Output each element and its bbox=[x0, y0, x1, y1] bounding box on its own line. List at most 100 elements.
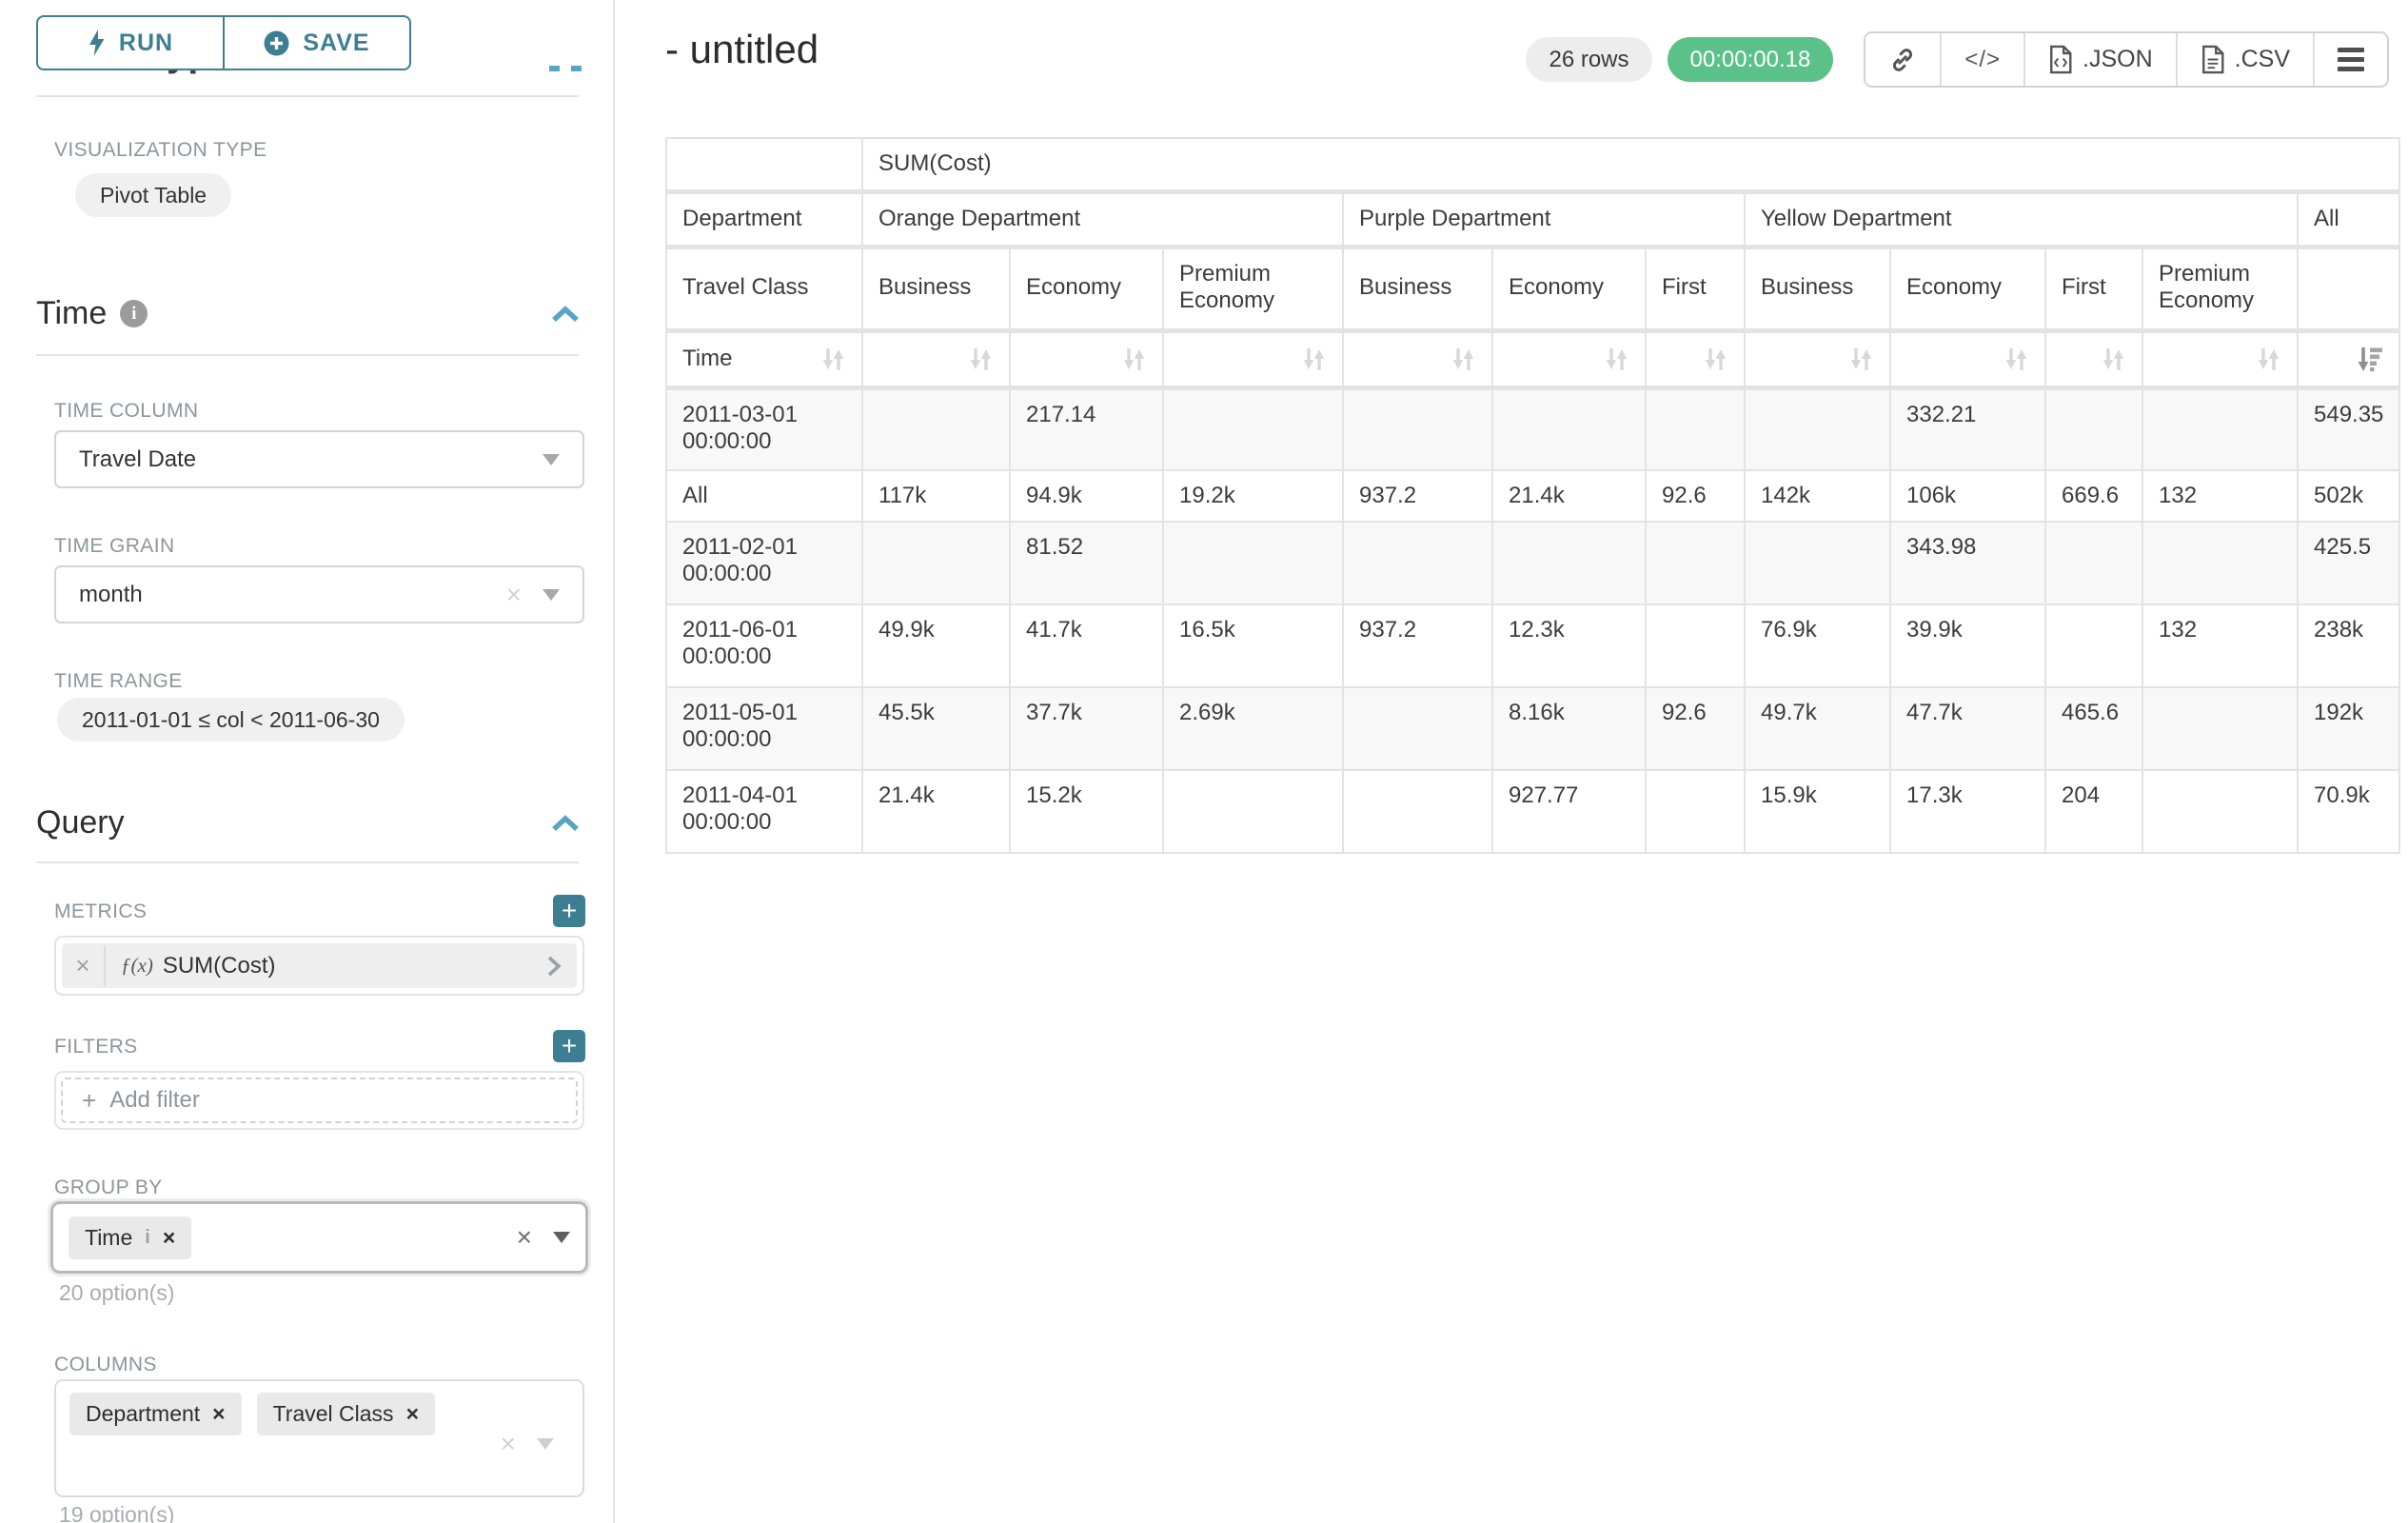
sort-icon[interactable] bbox=[2101, 346, 2126, 373]
filters-container: + Add filter bbox=[54, 1071, 584, 1130]
clipped-chevron-fragment bbox=[549, 66, 560, 71]
clear-icon[interactable]: × bbox=[506, 580, 522, 610]
columns-item-travel-class[interactable]: Travel Class × bbox=[257, 1393, 435, 1435]
info-icon: i bbox=[145, 1227, 150, 1249]
pivot-value-cell: 45.5k bbox=[862, 687, 1010, 770]
pivot-value-cell: 39.9k bbox=[1890, 604, 2045, 687]
pivot-value-cell bbox=[862, 522, 1010, 604]
chart-title[interactable]: - untitled bbox=[665, 27, 819, 72]
pivot-leaf-header: Premium Economy bbox=[1163, 247, 1343, 330]
chevron-down-icon[interactable] bbox=[543, 589, 560, 601]
pivot-value-cell bbox=[2045, 522, 2142, 604]
run-button[interactable]: RUN bbox=[36, 15, 224, 70]
pivot-value-cell: 19.2k bbox=[1163, 470, 1343, 522]
group-by-select[interactable]: Time i × × bbox=[50, 1201, 588, 1274]
export-json-button[interactable]: .JSON bbox=[2023, 33, 2176, 86]
metrics-container: × ƒ(x) SUM(Cost) bbox=[54, 936, 584, 996]
pivot-value-cell: 132 bbox=[2142, 470, 2298, 522]
save-button[interactable]: SAVE bbox=[224, 15, 411, 70]
pivot-leaf-header: First bbox=[2045, 247, 2142, 330]
pivot-row-label: 2011-04-01 00:00:00 bbox=[666, 770, 862, 853]
pivot-leaf-header: Business bbox=[862, 247, 1010, 330]
query-section-title: Query bbox=[36, 804, 125, 841]
pivot-row-label: 2011-06-01 00:00:00 bbox=[666, 604, 862, 687]
group-by-options-hint: 20 option(s) bbox=[59, 1280, 174, 1306]
pivot-leaf-header: Economy bbox=[1890, 247, 2045, 330]
pivot-column-sort-cell bbox=[1745, 330, 1890, 387]
embed-code-button[interactable]: </> bbox=[1940, 33, 2023, 86]
sort-icon[interactable] bbox=[968, 346, 994, 373]
clear-icon[interactable]: × bbox=[501, 1429, 516, 1459]
pivot-row-label: 2011-02-01 00:00:00 bbox=[666, 522, 862, 604]
columns-item-department[interactable]: Department × bbox=[69, 1393, 242, 1435]
sort-icon[interactable] bbox=[2256, 346, 2281, 373]
function-icon: ƒ(x) bbox=[121, 954, 153, 978]
superset-explore-page: Chart Type RUN SAVE VISUALIZATION TYPE P… bbox=[0, 0, 2408, 1523]
pivot-value-cell: 16.5k bbox=[1163, 604, 1343, 687]
columns-select[interactable]: Department × Travel Class × × bbox=[54, 1379, 584, 1497]
copy-link-button[interactable] bbox=[1865, 33, 1940, 86]
add-metric-button[interactable]: + bbox=[553, 895, 585, 927]
pivot-leaf-header: First bbox=[1646, 247, 1745, 330]
group-by-item-label: Time bbox=[85, 1225, 132, 1251]
add-filter-plus-button[interactable]: + bbox=[553, 1030, 585, 1062]
time-range-pill[interactable]: 2011-01-01 ≤ col < 2011-06-30 bbox=[57, 698, 405, 742]
pivot-value-cell: 937.2 bbox=[1343, 470, 1492, 522]
add-filter-button[interactable]: + Add filter bbox=[61, 1078, 578, 1123]
remove-metric-icon[interactable]: × bbox=[62, 945, 106, 986]
chevron-down-icon[interactable] bbox=[537, 1438, 554, 1450]
chevron-down-icon[interactable] bbox=[553, 1232, 570, 1243]
remove-item-icon[interactable]: × bbox=[406, 1401, 419, 1427]
chevron-right-icon[interactable] bbox=[546, 954, 562, 979]
sort-desc-icon[interactable] bbox=[2356, 346, 2383, 373]
add-filter-label: Add filter bbox=[109, 1087, 200, 1114]
chevron-up-icon[interactable] bbox=[550, 814, 581, 833]
time-column-select[interactable]: Travel Date bbox=[54, 430, 584, 488]
pivot-value-cell: 15.2k bbox=[1010, 770, 1163, 853]
sort-icon[interactable] bbox=[820, 346, 846, 373]
pivot-leaf-header: Premium Economy bbox=[2142, 247, 2298, 330]
pivot-value-cell: 465.6 bbox=[2045, 687, 2142, 770]
pivot-row-label: All bbox=[666, 470, 862, 522]
pivot-value-cell: 8.16k bbox=[1492, 687, 1646, 770]
sort-icon[interactable] bbox=[1301, 346, 1327, 373]
visualization-type-label: VISUALIZATION TYPE bbox=[54, 139, 266, 162]
clear-icon[interactable]: × bbox=[517, 1222, 532, 1253]
sort-icon[interactable] bbox=[1848, 346, 1874, 373]
more-options-button[interactable] bbox=[2313, 33, 2387, 86]
pivot-value-cell: 549.35 bbox=[2298, 387, 2399, 470]
pivot-value-cell: 669.6 bbox=[2045, 470, 2142, 522]
group-by-label: GROUP BY bbox=[54, 1177, 163, 1199]
sort-icon[interactable] bbox=[1604, 346, 1629, 373]
pivot-value-cell: 47.7k bbox=[1890, 687, 2045, 770]
group-by-item-time[interactable]: Time i × bbox=[69, 1216, 191, 1259]
remove-item-icon[interactable]: × bbox=[163, 1225, 175, 1251]
pivot-time-label: Time bbox=[682, 346, 732, 372]
pivot-time-sort-cell: Time bbox=[666, 330, 862, 387]
pivot-value-cell bbox=[2142, 522, 2298, 604]
time-grain-select[interactable]: month × bbox=[54, 565, 584, 623]
sort-icon[interactable] bbox=[1703, 346, 1728, 373]
sort-icon[interactable] bbox=[1121, 346, 1147, 373]
sort-icon[interactable] bbox=[2003, 346, 2029, 373]
pivot-value-cell bbox=[1343, 687, 1492, 770]
sort-icon[interactable] bbox=[1451, 346, 1476, 373]
pivot-value-cell: 502k bbox=[2298, 470, 2399, 522]
visualization-type-pill[interactable]: Pivot Table bbox=[75, 173, 231, 217]
code-icon: </> bbox=[1964, 47, 2001, 73]
pivot-value-cell bbox=[1646, 387, 1745, 470]
remove-item-icon[interactable]: × bbox=[212, 1401, 225, 1427]
hamburger-menu-icon bbox=[2338, 48, 2364, 71]
metric-pill[interactable]: × ƒ(x) SUM(Cost) bbox=[62, 943, 577, 988]
pivot-value-cell: 92.6 bbox=[1646, 470, 1745, 522]
pivot-group-header: Purple Department bbox=[1343, 191, 1745, 247]
time-section-header[interactable]: Time i bbox=[36, 295, 581, 332]
chevron-up-icon[interactable] bbox=[550, 305, 581, 324]
query-section-header[interactable]: Query bbox=[36, 804, 581, 841]
chevron-down-icon[interactable] bbox=[543, 454, 560, 465]
time-grain-value: month bbox=[79, 582, 143, 608]
pivot-value-cell: 937.2 bbox=[1343, 604, 1492, 687]
pivot-column-sort-cell bbox=[1163, 330, 1343, 387]
export-csv-button[interactable]: .CSV bbox=[2176, 33, 2313, 86]
time-column-value: Travel Date bbox=[79, 446, 196, 473]
